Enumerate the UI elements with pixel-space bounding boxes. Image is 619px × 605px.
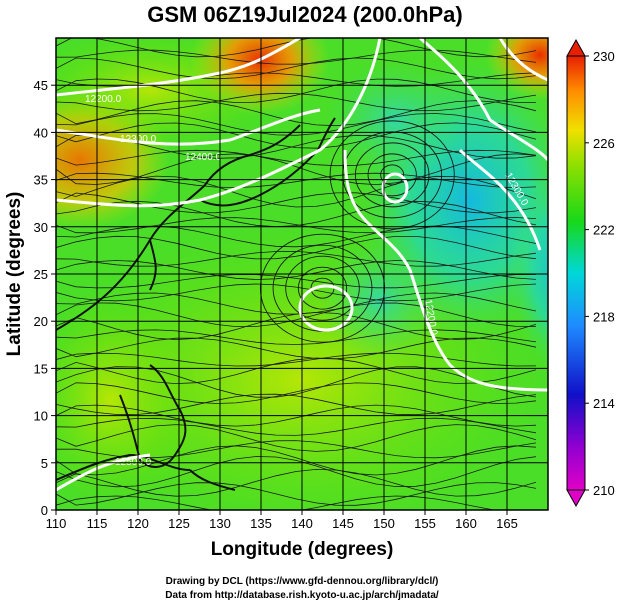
streamline [56, 192, 537, 214]
streamline [56, 495, 497, 510]
streamline [56, 200, 537, 228]
streamline [56, 235, 537, 260]
y-tick-label: 35 [34, 173, 48, 188]
streamline-loop [354, 142, 430, 208]
streamline [56, 456, 537, 488]
x-tick-label: 160 [455, 516, 477, 531]
y-tick-label: 20 [34, 314, 48, 329]
y-tick-label: 25 [34, 267, 48, 282]
x-axis-label: Longitude (degrees) [211, 539, 394, 560]
x-tick-label: 120 [127, 516, 149, 531]
streamline [56, 468, 537, 497]
streamline [56, 217, 537, 234]
x-axis-ticks: 110 115 120 125 130 135 140 145 150 155 160 165 [46, 510, 518, 531]
colorbar-tick-label: 230 [593, 49, 615, 64]
colorbar-tick-label: 210 [593, 483, 615, 498]
x-tick-label: 150 [373, 516, 395, 531]
colorbar: 210 214 218 222 226 230 [566, 38, 615, 508]
streamline [56, 482, 537, 506]
chart-title: GSM 06Z19Jul2024 (200.0hPa) [147, 2, 463, 27]
streamline [56, 250, 537, 267]
streamline [56, 357, 537, 385]
y-axis-ticks: 0 5 10 15 20 25 30 35 40 45 [34, 78, 56, 518]
y-tick-label: 10 [34, 409, 48, 424]
height-contours [56, 38, 548, 492]
y-tick-label: 0 [41, 503, 48, 518]
colorbar-ticks: 210 214 218 222 226 230 [585, 49, 615, 498]
y-tick-label: 5 [41, 456, 48, 471]
x-tick-label: 130 [209, 516, 231, 531]
x-tick-label: 115 [87, 516, 108, 531]
colorbar-bottom-arrow [566, 489, 586, 508]
streamline [56, 311, 537, 341]
y-tick-label: 30 [34, 220, 48, 235]
streamline-loop [329, 120, 455, 230]
streamline [56, 366, 537, 398]
contour-label: 12200.0 [85, 94, 122, 105]
streamline [56, 78, 536, 104]
streamline [56, 57, 537, 80]
streamline-loop [297, 266, 348, 310]
streamline [56, 302, 537, 328]
streamline-loop [285, 255, 360, 321]
streamline [56, 393, 537, 416]
streamlines [56, 38, 537, 510]
streamline [56, 382, 537, 404]
streamline [56, 424, 537, 452]
x-tick-label: 155 [414, 516, 436, 531]
x-tick-label: 135 [250, 516, 272, 531]
x-tick-label: 110 [46, 516, 67, 531]
streamline [56, 153, 537, 186]
grid [56, 38, 548, 510]
credit-data: Data from http://database.rish.kyoto-u.a… [165, 590, 439, 601]
colorbar-body [566, 55, 586, 491]
colorbar-top-arrow [566, 38, 586, 57]
y-tick-label: 45 [34, 78, 48, 93]
streamline [56, 175, 537, 208]
streamline [56, 92, 537, 112]
streamline [56, 404, 537, 427]
streamline [56, 445, 537, 476]
credit-drawing: Drawing by DCL (https://www.gfd-dennou.o… [166, 576, 439, 587]
y-tick-label: 15 [34, 361, 48, 376]
streamline-loop [367, 153, 417, 197]
y-tick-label: 40 [34, 125, 48, 140]
x-tick-label: 140 [291, 516, 313, 531]
contour-label: 12400.0 [185, 152, 222, 163]
colorbar-tick-label: 222 [593, 223, 615, 238]
streamline [56, 49, 537, 65]
streamline [56, 172, 537, 189]
streamline [56, 113, 537, 136]
streamline [56, 274, 537, 289]
colorbar-tick-label: 214 [593, 396, 615, 411]
x-tick-label: 125 [168, 516, 190, 531]
streamline [56, 352, 537, 367]
streamline [56, 337, 537, 360]
streamline [56, 122, 537, 149]
x-tick-label: 165 [496, 516, 518, 531]
y-axis-label: Latitude (degrees) [4, 192, 25, 357]
x-tick-label: 145 [332, 516, 354, 531]
streamline [56, 329, 537, 345]
streamline [56, 417, 537, 436]
colorbar-tick-label: 226 [593, 136, 615, 151]
streamline [56, 100, 537, 127]
colorbar-tick-label: 218 [593, 309, 615, 324]
